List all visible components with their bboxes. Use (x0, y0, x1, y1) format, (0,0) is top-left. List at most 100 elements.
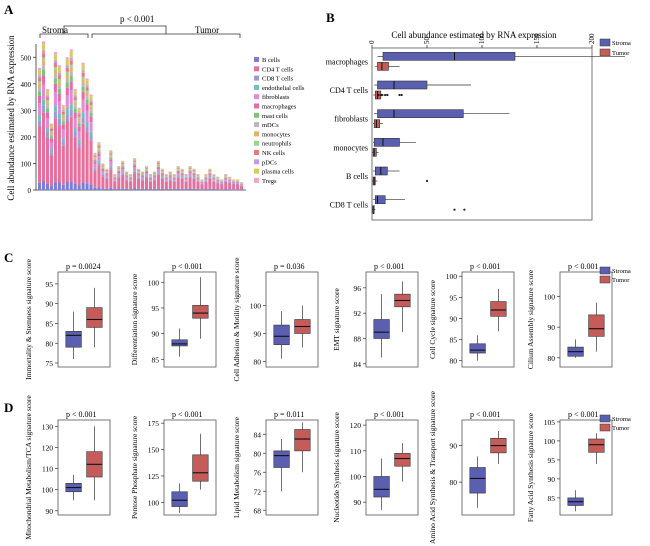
panel-a-bar-segment (125, 173, 129, 175)
panel-a-bar-segment (137, 177, 141, 178)
panel-b-category-label: CD8 T cells (330, 201, 368, 210)
small-plot-ytick-label: 80 (450, 357, 458, 366)
panel-a-bar-segment (133, 167, 137, 171)
panel-a-bar-segment (93, 157, 97, 159)
panel-a-bar-segment (81, 72, 85, 77)
panel-a-bar-segment (168, 178, 172, 180)
small-plot-pvalue: p < 0.001 (568, 262, 599, 271)
small-legend-item: Stroma (612, 416, 631, 423)
panel-a-bar-segment (160, 177, 164, 179)
panel-a-bar-segment (224, 181, 228, 190)
panel-a-bar-segment (160, 178, 164, 189)
panel-a-bar-segment (65, 82, 69, 88)
panel-a-bar-segment (168, 171, 172, 173)
panel-a-bar-segment (216, 179, 220, 181)
small-plot-ytick-label: 72 (254, 487, 262, 496)
panel-a-bar-segment (53, 105, 57, 112)
small-plot-pvalue: p < 0.001 (374, 262, 405, 271)
panel-a-bar-segment (77, 126, 81, 132)
small-plot-box (373, 476, 390, 498)
panel-a-bar-segment (89, 94, 93, 97)
panel-a-bar-segment (105, 188, 109, 190)
panel-a-bar-segment (200, 184, 204, 190)
panel-a-bar-segment (212, 177, 216, 179)
panel-a-bar-segment (49, 127, 53, 129)
panel-a-pvalue: p < 0.001 (120, 14, 154, 24)
panel-a-bar-segment (97, 187, 101, 190)
panel-b-category-label: CD4 T cells (330, 86, 368, 95)
panel-a-bar-segment (121, 163, 125, 165)
panel-a-bar-segment (172, 177, 176, 179)
panel-a-bar-segment (81, 76, 85, 80)
panel-a-bar-segment (196, 177, 200, 178)
panel-a-bar-segment (148, 177, 153, 178)
panel-a-bar-segment (69, 52, 73, 58)
small-plot-ytick-label: 85 (548, 494, 556, 503)
small-plot-ytick-label: 175 (148, 419, 160, 428)
panel-a-bar-segment (121, 164, 125, 166)
panel-a-bar-segment (65, 78, 69, 83)
panel-b-outlier (398, 93, 401, 97)
panel-a-bar-segment (156, 163, 160, 165)
panel-a-bar-segment (61, 105, 65, 107)
panel-a-bar-segment (105, 170, 109, 172)
panel-a-bar-segment (200, 189, 204, 190)
panel-a-bar-segment (180, 177, 184, 178)
panel-a-bar-segment (156, 173, 160, 175)
small-plot-box (171, 491, 188, 507)
panel-a-bar-segment (180, 188, 184, 190)
small-plot-box (86, 307, 103, 328)
panel-a-bar-segment (192, 170, 196, 172)
panel-a-bar-segment (144, 169, 149, 171)
panel-a-ytick-label: 400 (21, 81, 32, 89)
panel-a-bar-segment (184, 181, 188, 190)
panel-a-bar-segment (93, 161, 97, 164)
panel-a-bar-segment (69, 49, 73, 53)
panel-b-box (374, 166, 388, 176)
panel-a-bar-segment (160, 174, 164, 178)
panel-a-legend-item: mast cells (262, 113, 288, 120)
panel-a-bar-segment (148, 189, 153, 190)
panel-a-bar-segment (133, 163, 137, 165)
small-plot-frame (461, 271, 515, 368)
small-plot-ytick-label: 68 (254, 506, 262, 515)
panel-a-bar-segment (49, 152, 53, 156)
panel-a-bar-segment (73, 102, 77, 106)
panel-a-bar-segment (129, 174, 133, 176)
panel-a-bar-segment (204, 177, 208, 179)
small-plot-ytick-label: 100 (350, 472, 362, 481)
panel-a-bar-segment (196, 189, 200, 190)
panel-a-bar-segment (85, 183, 89, 190)
panel-a-bar-segment (125, 176, 129, 179)
panel-label-c: C (4, 250, 13, 265)
panel-a-bar-segment (113, 177, 117, 179)
panel-a-bar-segment (133, 158, 137, 159)
panel-a-bar-segment (101, 171, 105, 174)
panel-a-bar-segment (141, 180, 145, 189)
panel-a-bar-segment (152, 171, 156, 173)
panel-a-bar-segment (109, 150, 113, 153)
small-plot-box (373, 319, 390, 339)
panel-a-bar-segment (41, 75, 46, 85)
panel-a-bar-segment (192, 174, 196, 178)
panel-a-bar-segment (41, 112, 46, 182)
panel-a-bar-segment (89, 102, 93, 105)
panel-a-bar-segment (121, 174, 125, 189)
panel-a-bar-segment (156, 164, 160, 165)
panel-a-legend-swatch (254, 177, 259, 183)
panel-b-xtick-label: 50 (423, 37, 431, 45)
small-plot-ytick-label: 100 (446, 272, 458, 281)
panel-a-bar-segment (152, 175, 156, 177)
panel-a-bar-segment (57, 125, 61, 183)
panel-a-bar-segment (41, 99, 46, 106)
panel-a-bar-segment (38, 126, 42, 183)
small-plot-frame (163, 419, 217, 516)
panel-a-bar-segment (93, 152, 97, 154)
panel-label-a: A (4, 2, 14, 17)
panel-a-bar-segment (77, 116, 81, 119)
small-plot-ytick-label: 90 (548, 475, 556, 484)
panel-a-bar-segment (212, 174, 216, 176)
panel-a-bar-segment (81, 99, 85, 113)
panel-a-bar-segment (184, 178, 188, 181)
panel-a-bar-segment (73, 137, 77, 184)
